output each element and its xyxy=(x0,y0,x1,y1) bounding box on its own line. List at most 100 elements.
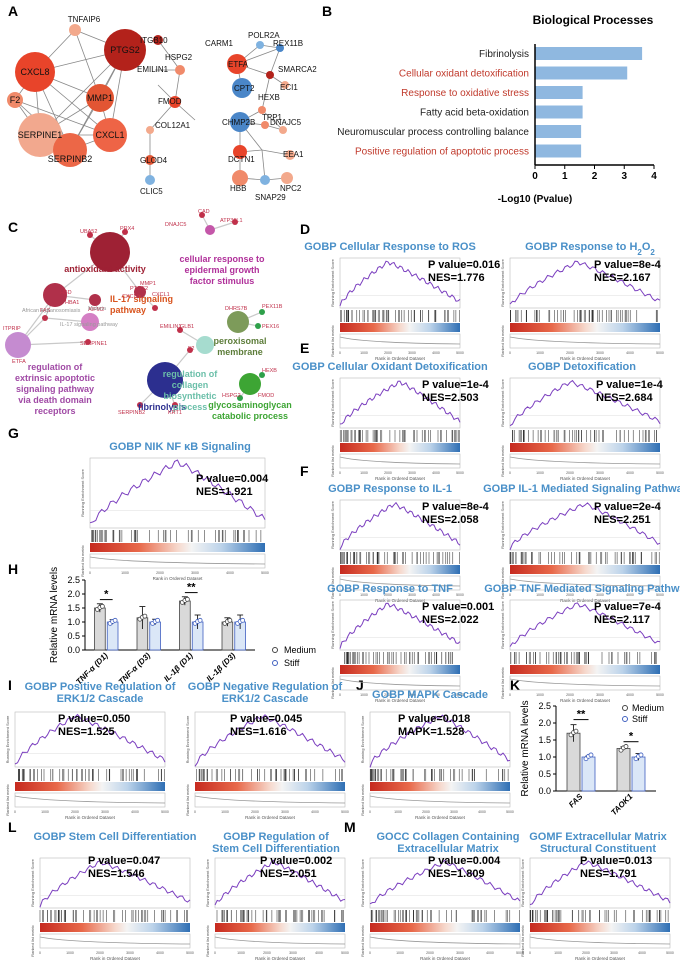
gene-krt1: KRT1 xyxy=(168,410,182,416)
gsea-ylabel2-1: Ranked list metric xyxy=(500,325,505,357)
cluster-apoptotic: regulation of extrinsic apoptotic signalin… xyxy=(15,362,95,416)
gsea-xtick-15-3: 3000 xyxy=(610,951,618,955)
gsea-pvalue-14: P value=0.004 xyxy=(428,855,501,867)
node-itgb10 xyxy=(153,35,163,45)
bar-b-label-4: Neuromuscular process controlling balanc… xyxy=(337,127,529,138)
h-xlabel-2: IL-1β (D1) xyxy=(162,651,195,684)
gsea-ylabel2-14: Ranked list metric xyxy=(360,925,365,957)
node-apoptotic xyxy=(5,332,31,358)
gsea-xlabel-2: Rank in Ordered Dataset xyxy=(375,476,426,481)
gsea-xtick-1-5: 5000 xyxy=(656,351,664,355)
gsea-title-13: GOBP Regulation of Stem Cell Differentiat… xyxy=(212,831,340,855)
gsea-xtick-10-5: 5000 xyxy=(341,810,349,814)
gsea-xlabel-11: Rank in Ordered Dataset xyxy=(415,815,466,820)
gsea-curve-3 xyxy=(509,379,661,427)
gsea-ylabel2-2: Ranked list metric xyxy=(330,445,335,477)
k-xlabel-0: FAS xyxy=(567,792,585,810)
gsea-title-9: GOBP Positive Regulation of ERK1/2 Cascad… xyxy=(25,681,176,705)
gsea-xtick-14-3: 3000 xyxy=(456,951,464,955)
label-cpt2: CPT2 xyxy=(234,84,255,93)
node-smarca2 xyxy=(266,71,274,79)
gsea-title-3: GOBP Detoxification xyxy=(528,361,636,373)
gsea-ylabel-1: Running Enrichment Score xyxy=(500,258,505,307)
gsea-xtick-9-1: 1000 xyxy=(41,810,49,814)
node-hbb xyxy=(232,170,248,186)
node-snap29 xyxy=(260,175,270,185)
panel-letter-e: E xyxy=(300,340,309,356)
panel-letter-m: M xyxy=(344,819,356,835)
gsea-pvalue-5: P value=2e-4 xyxy=(594,501,662,513)
node-cxcl8 xyxy=(15,52,55,92)
gsea-xlabel-5: Rank in Ordered Dataset xyxy=(560,598,611,603)
gene-glb1: GLB1 xyxy=(180,324,194,330)
gsea-xtick-11-5: 5000 xyxy=(506,810,514,814)
panel-letter-j: J xyxy=(356,677,364,693)
k-sig-1: * xyxy=(629,731,634,743)
gsea-xtick-11-3: 3000 xyxy=(450,810,458,814)
gsea-ylabel-8: Running Enrichment Score xyxy=(80,468,85,517)
node-ptgs2 xyxy=(104,29,146,71)
label-mmp1: MMP1 xyxy=(87,93,113,103)
node-etfa xyxy=(227,54,247,74)
gsea-xtick-2-0: 0 xyxy=(339,471,341,475)
gsea-xtick-12-0: 0 xyxy=(39,951,41,955)
gsea-xtick-11-2: 2000 xyxy=(422,810,430,814)
gsea-xtick-3-4: 4000 xyxy=(626,471,634,475)
gsea-heatbar-6 xyxy=(340,665,460,674)
gsea-xlabel-7: Rank in Ordered Dataset xyxy=(560,698,611,703)
gsea-xtick-1-1: 1000 xyxy=(536,351,544,355)
gsea-xtick-15-1: 1000 xyxy=(554,951,562,955)
h-ytick-3: 1.5 xyxy=(67,603,80,613)
panel-letter-i: I xyxy=(8,677,12,693)
enrichment-map: antioxidant activity IL-17 signaling path… xyxy=(3,209,292,421)
gsea-curve-14 xyxy=(369,859,521,905)
gsea-pvalue-12: P value=0.047 xyxy=(88,855,160,867)
gsea-nes-2: NES=2.503 xyxy=(422,392,479,404)
label-ptgs2: PTGS2 xyxy=(110,45,140,55)
gsea-xtick-3-5: 5000 xyxy=(656,471,664,475)
h-ylabel: Relative mRNA levels xyxy=(49,567,60,663)
gene-serpine1: SERPINE1 xyxy=(80,341,107,347)
node-il17 xyxy=(134,286,146,298)
gsea-xtick-8-3: 3000 xyxy=(191,571,199,575)
gsea-xtick-4-4: 4000 xyxy=(432,593,440,597)
node-dnajc5 xyxy=(279,126,287,134)
gsea-xtick-4-0: 0 xyxy=(339,593,341,597)
gsea-xtick-15-4: 4000 xyxy=(638,951,646,955)
gsea-title-15: GOMF Extracellular Matrix Structural Cons… xyxy=(529,831,667,855)
gsea-curve-8 xyxy=(89,459,266,524)
gsea-xtick-4-2: 2000 xyxy=(384,593,392,597)
label-tnfaip6: TNFAIP6 xyxy=(68,15,101,24)
gene-atp36l1: ATP36L1 xyxy=(220,218,243,224)
gsea-curve-10 xyxy=(194,714,346,767)
bar-b-label-5: Positive regulation of apoptotic process xyxy=(355,147,529,158)
gsea-xtick-8-1: 1000 xyxy=(121,571,129,575)
gsea-plot-14: GOCC Collagen Containing Extracellular Ma… xyxy=(360,831,524,961)
gsea-nes-9: NES=1.525 xyxy=(58,726,115,738)
gsea-xlabel-10: Rank in Ordered Dataset xyxy=(245,815,296,820)
k-xlabel-1: TAOK1 xyxy=(609,792,635,818)
label-cxcl1: CXCL1 xyxy=(95,130,124,140)
gsea-xlabel-8: Rank in Ordered Dataset xyxy=(153,576,204,581)
gsea-xtick-9-4: 4000 xyxy=(131,810,139,814)
gsea-pvalue-15: P value=0.013 xyxy=(580,855,652,867)
gsea-xlabel-1: Rank in Ordered Dataset xyxy=(560,356,611,361)
gsea-plot-2: GOBP Cellular Oxidant Detoxification Runn… xyxy=(292,361,489,481)
gsea-pvalue-4: P value=8e-4 xyxy=(422,501,490,513)
k-legend-1: Stiff xyxy=(632,714,648,724)
gsea-xtick-10-0: 0 xyxy=(194,810,196,814)
gene-cad: CAD xyxy=(198,209,210,215)
gsea-pvalue-6: P value=0.001 xyxy=(422,601,494,613)
gsea-xtick-5-2: 2000 xyxy=(566,593,574,597)
gsea-plot-10: GOBP Negative Regulation of ERK1/2 Cascad… xyxy=(185,681,349,820)
gsea-ylabel-2: Running Enrichment Score xyxy=(330,378,335,427)
cluster-collagen: regulation of collagen biosynthetic process xyxy=(163,369,218,412)
gsea-title-11: GOBP MAPK Cascade xyxy=(372,689,488,701)
gsea-ylabel-6: Running Enrichment Score xyxy=(330,600,335,649)
gsea-pvalue-1: P value=8e-4 xyxy=(594,259,662,271)
gsea-curve-1 xyxy=(509,260,661,305)
k-ytick-1: 0.5 xyxy=(538,769,551,779)
gsea-xtick-8-2: 2000 xyxy=(156,571,164,575)
gsea-xtick-0-5: 5000 xyxy=(456,351,464,355)
h-sig-2: ** xyxy=(187,582,196,594)
